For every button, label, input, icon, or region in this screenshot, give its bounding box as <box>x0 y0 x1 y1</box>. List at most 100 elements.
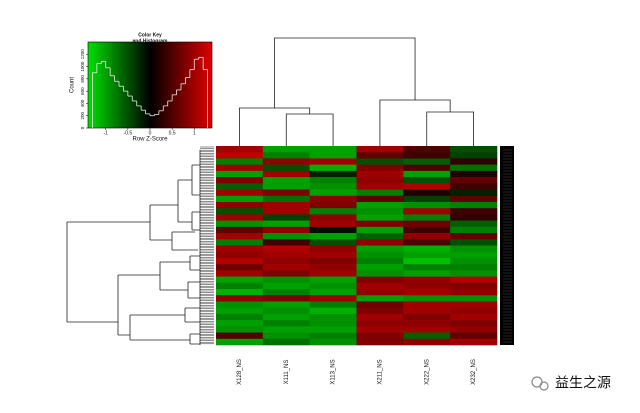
heat-cell <box>403 326 451 333</box>
heat-cell <box>262 195 310 203</box>
heat-cell <box>309 201 357 209</box>
heat-cell <box>450 276 498 284</box>
heat-cell <box>403 276 451 284</box>
heat-cell <box>403 251 451 259</box>
y-tick-label: 200 <box>80 111 85 119</box>
heat-cell <box>216 295 264 302</box>
heat-cell <box>356 282 404 290</box>
heat-cell <box>450 152 498 159</box>
heat-cell <box>450 195 498 203</box>
heat-cell <box>216 201 264 209</box>
heat-cell <box>450 270 498 277</box>
heat-cell <box>356 332 404 340</box>
heat-cell <box>450 251 498 259</box>
heat-cell <box>309 233 357 240</box>
y-axis-label: Count <box>70 77 76 93</box>
heat-cell <box>450 282 498 290</box>
heat-cell <box>356 214 404 221</box>
heat-cell <box>356 239 404 246</box>
heatmap <box>216 146 498 346</box>
dendrogram-link <box>379 99 451 146</box>
heat-cell <box>356 313 404 321</box>
heat-cell <box>262 326 310 333</box>
heat-cell <box>356 276 404 284</box>
heat-cell <box>216 146 264 153</box>
heat-cell <box>403 313 451 321</box>
heat-cell <box>356 170 404 178</box>
dendrogram-link <box>426 111 474 146</box>
heat-cell <box>403 264 451 271</box>
heat-cell <box>403 183 451 190</box>
heat-cell <box>262 332 310 340</box>
heat-cell <box>216 282 264 290</box>
heat-cell <box>216 152 264 159</box>
heat-cell <box>309 146 357 153</box>
heat-cell <box>309 239 357 246</box>
heat-cell <box>403 214 451 221</box>
heat-cell <box>450 239 498 246</box>
heat-cell <box>356 183 404 190</box>
heat-cell <box>450 183 498 190</box>
heat-cell <box>309 282 357 290</box>
heat-cell <box>262 146 310 153</box>
heat-cell <box>450 177 498 184</box>
heat-cell <box>403 301 451 308</box>
heat-cell <box>262 270 310 277</box>
heat-cell <box>262 158 310 165</box>
x-tick-label: 0.5 <box>169 130 176 136</box>
heat-cell <box>262 338 310 346</box>
row-label-column <box>500 146 514 345</box>
heat-cell <box>356 158 404 165</box>
heat-cell <box>450 164 498 172</box>
heat-cell <box>309 158 357 165</box>
heat-cell <box>450 170 498 178</box>
heat-cell <box>403 270 451 277</box>
heat-cell <box>356 295 404 302</box>
heat-cell <box>216 233 264 240</box>
x-tick-label: -0.5 <box>124 130 133 136</box>
heat-cell <box>450 326 498 333</box>
heat-cell <box>450 201 498 209</box>
color-key-title: and Histogram <box>132 38 168 44</box>
heat-cell <box>216 208 264 215</box>
watermark-icon <box>539 381 549 391</box>
row-dendrogram <box>66 150 201 345</box>
heat-cell <box>216 164 264 172</box>
heat-cell <box>403 201 451 209</box>
heat-cell <box>403 239 451 246</box>
column-label: X222_NS <box>424 359 430 385</box>
heat-cell <box>216 326 264 333</box>
heat-cell <box>216 251 264 259</box>
heat-cell <box>450 208 498 215</box>
heat-cell <box>216 307 264 315</box>
heat-cell <box>262 233 310 240</box>
heat-cell <box>309 195 357 203</box>
heat-cell <box>262 289 310 296</box>
heat-cell <box>356 177 404 184</box>
heat-cell <box>262 276 310 284</box>
dendrogram-link <box>285 113 334 146</box>
heat-cell <box>356 226 404 234</box>
heat-cell <box>450 158 498 165</box>
heat-cell <box>403 195 451 203</box>
heat-cell <box>356 233 404 240</box>
heat-cell <box>450 338 498 346</box>
heat-cell <box>216 301 264 308</box>
heat-cell <box>309 245 357 253</box>
heat-cell <box>262 152 310 159</box>
heat-cell <box>356 195 404 203</box>
heat-cell <box>309 338 357 346</box>
heat-cell <box>450 245 498 253</box>
heat-cell <box>450 320 498 327</box>
heat-cell <box>309 301 357 308</box>
heat-cell <box>309 208 357 215</box>
heat-cell <box>450 220 498 228</box>
heat-cell <box>450 214 498 221</box>
heat-cell <box>403 208 451 215</box>
heat-cell <box>262 183 310 190</box>
heat-cell <box>403 245 451 253</box>
heat-cell <box>216 276 264 284</box>
heat-cell <box>403 257 451 265</box>
heat-cell <box>356 251 404 259</box>
